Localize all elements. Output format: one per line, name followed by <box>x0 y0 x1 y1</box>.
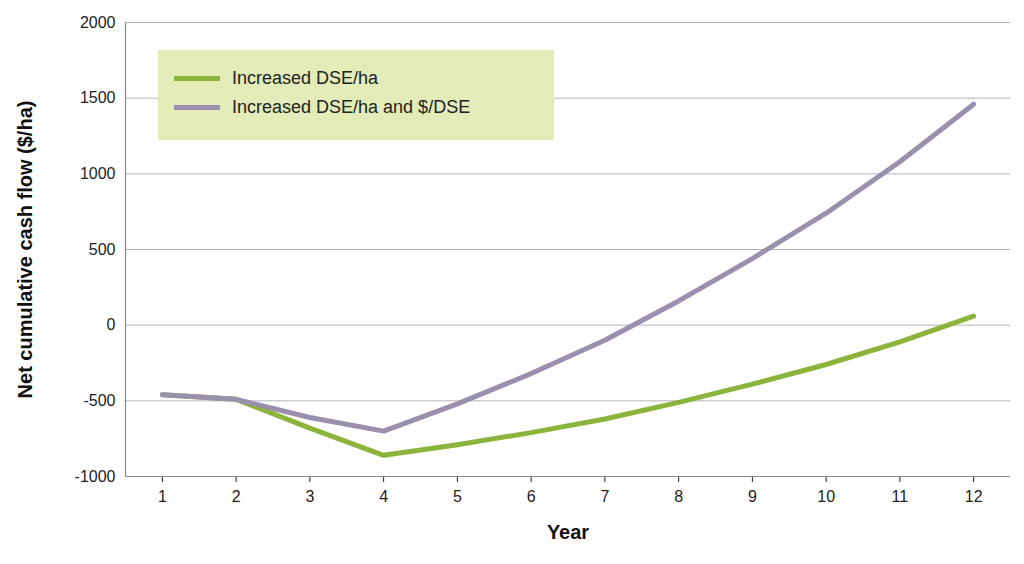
svg-text:4: 4 <box>379 488 388 505</box>
svg-text:9: 9 <box>748 488 757 505</box>
svg-text:Year: Year <box>547 521 589 543</box>
svg-text:8: 8 <box>674 488 683 505</box>
svg-text:10: 10 <box>817 488 835 505</box>
svg-text:3: 3 <box>305 488 314 505</box>
svg-text:0: 0 <box>107 316 116 333</box>
svg-text:500: 500 <box>89 241 116 258</box>
svg-text:2000: 2000 <box>80 14 116 31</box>
svg-text:2: 2 <box>232 488 241 505</box>
svg-text:-500: -500 <box>83 392 115 409</box>
svg-text:1500: 1500 <box>80 89 116 106</box>
svg-text:7: 7 <box>600 488 609 505</box>
svg-text:6: 6 <box>527 488 536 505</box>
svg-text:5: 5 <box>453 488 462 505</box>
svg-text:1: 1 <box>158 488 167 505</box>
svg-text:1000: 1000 <box>80 165 116 182</box>
svg-text:Net cumulative cash flow ($/ha: Net cumulative cash flow ($/ha) <box>14 101 36 399</box>
html-text:Increased DSE/ha: Increased DSE/ha <box>232 68 379 88</box>
svg-text:11: 11 <box>892 488 909 505</box>
svg-text:-1000: -1000 <box>75 468 116 485</box>
html-text:Increased DSE/ha and $/DSE: Increased DSE/ha and $/DSE <box>232 97 471 117</box>
svg-text:12: 12 <box>965 488 983 505</box>
